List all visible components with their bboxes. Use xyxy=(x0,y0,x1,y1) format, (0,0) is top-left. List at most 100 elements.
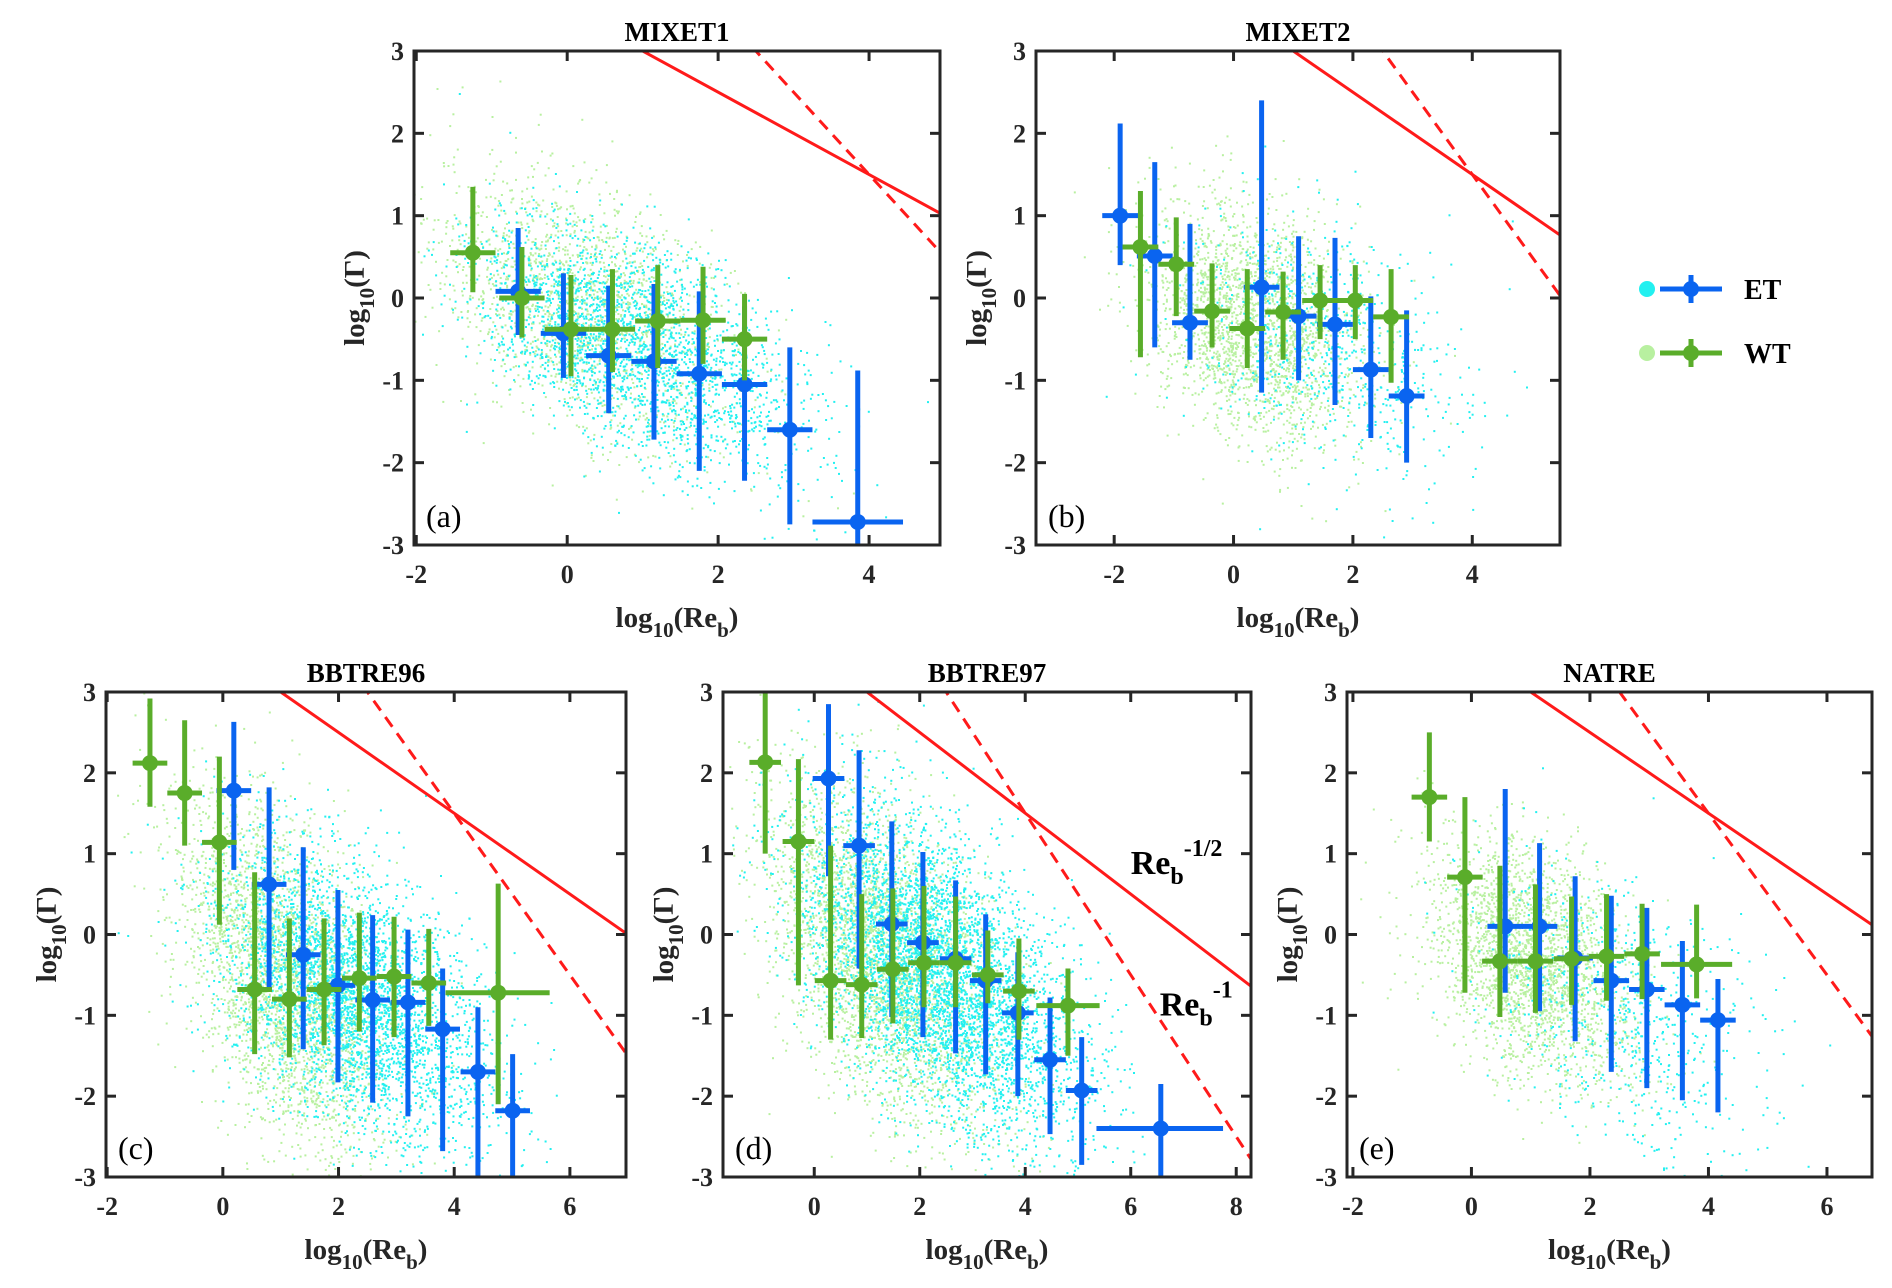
scatter-point xyxy=(491,330,494,333)
scatter-point xyxy=(1313,220,1316,223)
scatter-point xyxy=(574,311,577,314)
scatter-point xyxy=(539,357,542,360)
scatter-point xyxy=(549,304,551,307)
scatter-point xyxy=(631,285,634,288)
scatter-point xyxy=(1355,450,1358,453)
scatter-point xyxy=(1319,352,1322,355)
scatter-point xyxy=(595,245,598,248)
scatter-point xyxy=(587,436,590,439)
scatter-point xyxy=(553,344,556,347)
scatter-point xyxy=(592,272,595,274)
scatter-point xyxy=(733,270,736,272)
scatter-point xyxy=(706,344,709,347)
scatter-point xyxy=(623,250,626,253)
scatter-point xyxy=(609,421,612,424)
scatter-point xyxy=(597,391,600,394)
scatter-point xyxy=(1186,313,1188,316)
scatter-point xyxy=(1324,374,1327,377)
scatter-point xyxy=(546,233,549,236)
scatter-point xyxy=(556,270,559,272)
scatter-point xyxy=(535,210,538,213)
scatter-point xyxy=(541,150,543,153)
scatter-point xyxy=(531,303,534,306)
scatter-point xyxy=(694,394,697,397)
scatter-point xyxy=(796,383,799,386)
scatter-point xyxy=(593,365,596,368)
scatter-point xyxy=(633,291,636,294)
scatter-point xyxy=(638,364,640,367)
scatter-point xyxy=(613,198,616,200)
scatter-point xyxy=(495,384,498,387)
scatter-point xyxy=(534,305,537,308)
scatter-point xyxy=(598,335,600,338)
scatter-point xyxy=(1317,349,1320,352)
scatter-point xyxy=(662,392,665,395)
scatter-point xyxy=(543,367,546,370)
scatter-point xyxy=(691,331,694,334)
scatter-point xyxy=(599,300,602,303)
scatter-point xyxy=(515,365,518,368)
scatter-point xyxy=(1224,360,1227,363)
scatter-point xyxy=(452,227,455,230)
scatter-point xyxy=(562,263,564,266)
scatter-point xyxy=(753,485,756,488)
scatter-point xyxy=(1144,270,1147,273)
scatter-point xyxy=(738,372,741,375)
scatter-point xyxy=(583,376,586,379)
scatter-point xyxy=(534,283,537,286)
scatter-point xyxy=(594,366,597,369)
scatter-point xyxy=(536,278,539,281)
scatter-point xyxy=(571,225,574,228)
scatter-point xyxy=(587,346,589,349)
scatter-point xyxy=(453,214,456,217)
scatter-point xyxy=(557,294,560,297)
scatter-point xyxy=(550,292,553,295)
scatter-point xyxy=(695,257,698,260)
scatter-point xyxy=(650,331,652,333)
scatter-point xyxy=(631,378,633,381)
scatter-point xyxy=(718,417,721,419)
scatter-point xyxy=(765,396,768,399)
scatter-point xyxy=(633,453,636,456)
scatter-point xyxy=(710,434,713,437)
scatter-point xyxy=(669,335,672,338)
scatter-point xyxy=(714,302,716,304)
scatter-point xyxy=(537,382,540,385)
scatter-point xyxy=(1215,262,1218,265)
scatter-point xyxy=(499,204,502,207)
scatter-point xyxy=(431,253,433,256)
scatter-point xyxy=(615,306,618,309)
scatter-point xyxy=(508,316,511,319)
scatter-point xyxy=(592,371,595,373)
scatter-point xyxy=(702,435,704,438)
scatter-point xyxy=(633,305,636,307)
scatter-point xyxy=(574,398,576,401)
scatter-point xyxy=(511,189,513,192)
scatter-point xyxy=(522,410,525,413)
scatter-point xyxy=(532,414,535,417)
scatter-point xyxy=(594,252,597,255)
panel-b: -2 0 2 4-3-2-10123MIXET2(b)log10(Reb)log10(… xyxy=(961,17,1562,642)
scatter-point xyxy=(523,363,526,366)
scatter-point xyxy=(632,282,635,285)
scatter-point xyxy=(1293,346,1296,349)
scatter-point xyxy=(565,217,568,220)
scatter-point xyxy=(636,385,639,388)
scatter-point xyxy=(1372,350,1375,353)
scatter-point xyxy=(558,361,561,364)
scatter-point xyxy=(589,239,592,242)
scatter-point xyxy=(694,392,697,395)
scatter-point xyxy=(674,412,677,415)
scatter-point xyxy=(574,292,577,295)
scatter-point xyxy=(554,341,557,344)
scatter-point xyxy=(591,215,594,217)
scatter-point xyxy=(1249,225,1252,228)
scatter-point xyxy=(584,218,587,221)
scatter-point xyxy=(553,283,556,285)
scatter-point xyxy=(612,397,615,400)
scatter-point xyxy=(1205,356,1208,359)
scatter-point xyxy=(524,241,527,244)
scatter-point xyxy=(1182,357,1185,360)
scatter-point xyxy=(1254,271,1257,274)
scatter-point xyxy=(685,339,688,342)
